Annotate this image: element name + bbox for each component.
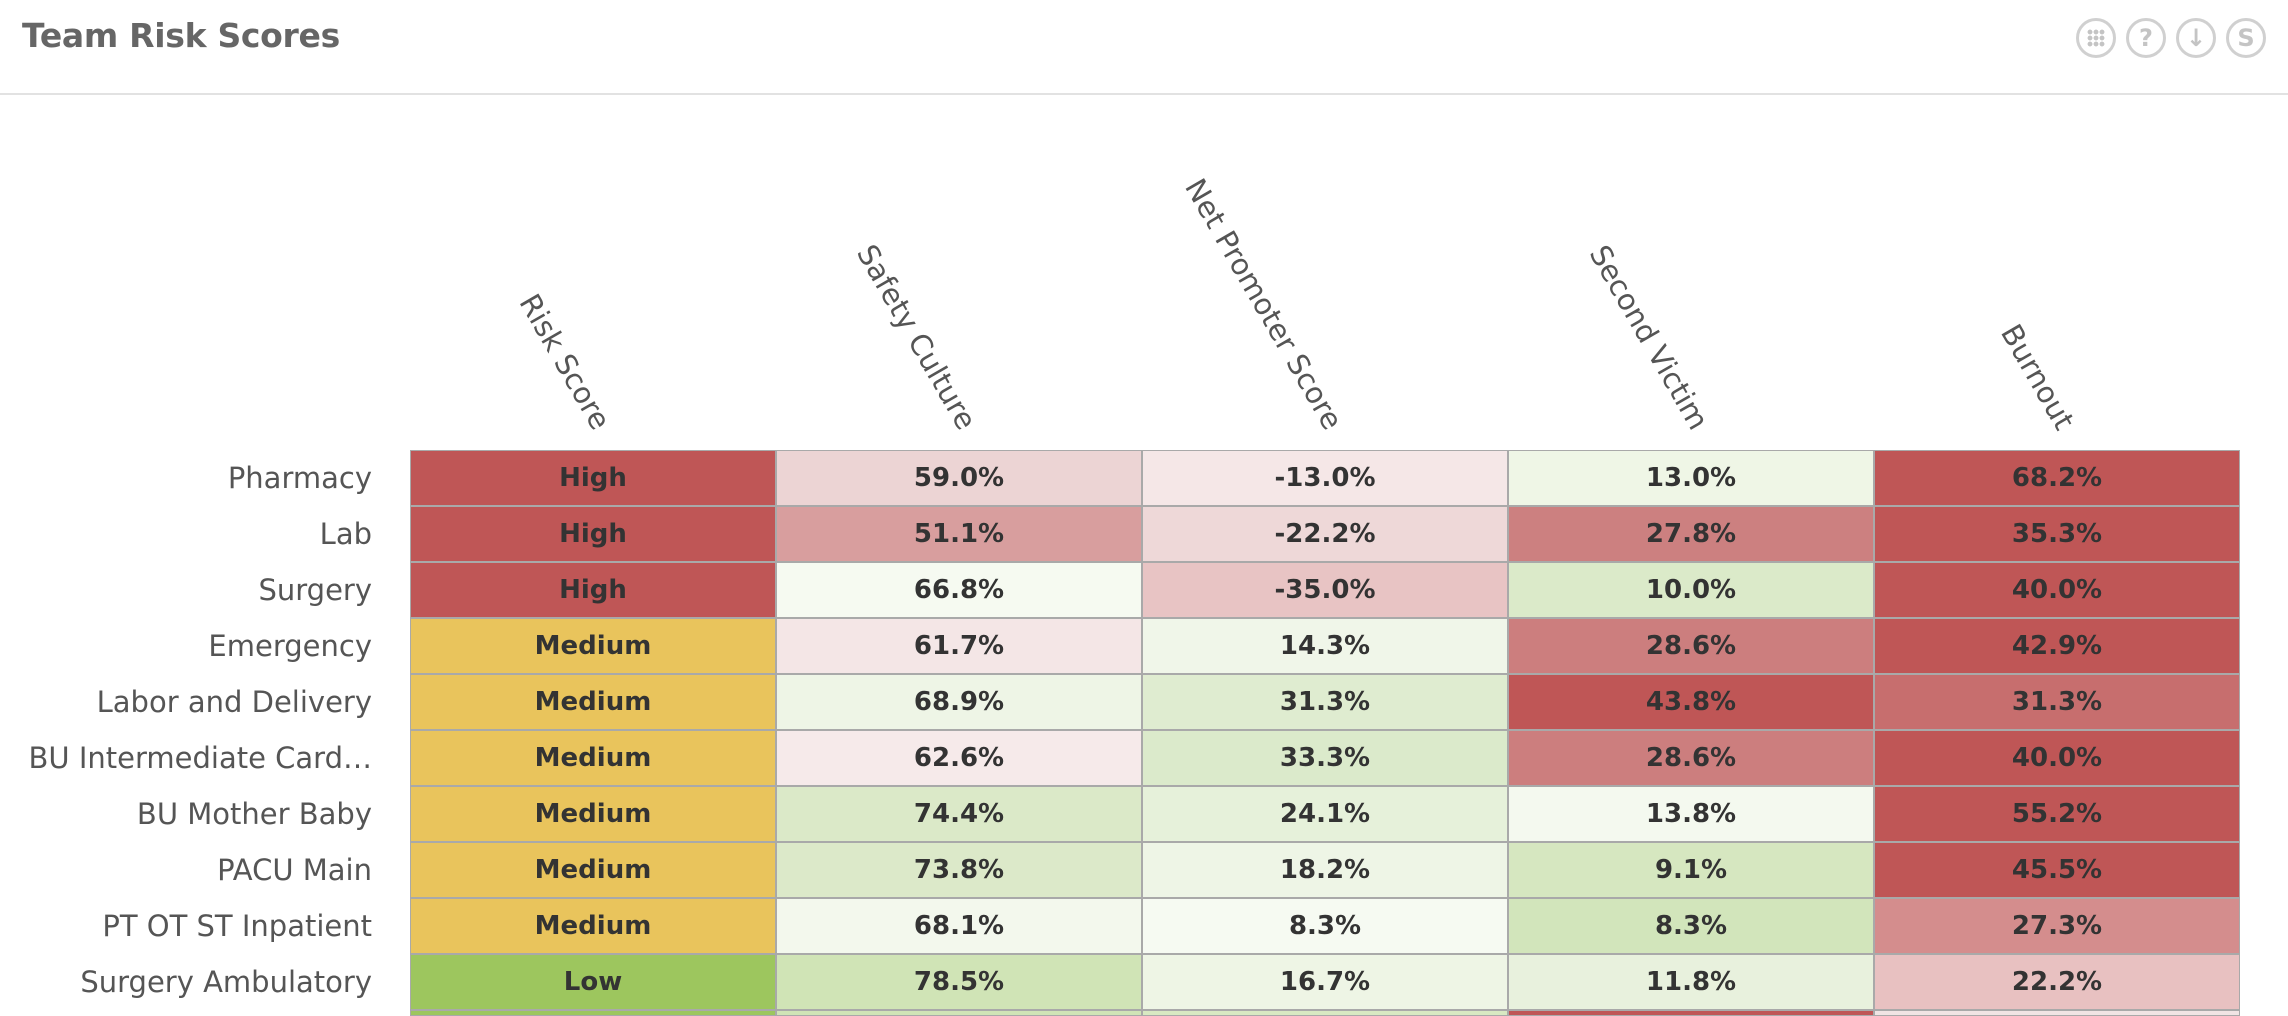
heatmap-cell[interactable]: 62.6%	[776, 730, 1142, 786]
heatmap-cell[interactable]: -22.2%	[1142, 506, 1508, 562]
row-label: PT OT ST Inpatient	[102, 909, 372, 943]
heatmap-cell[interactable]: 31.3%	[1874, 674, 2240, 730]
heatmap-cell[interactable]: 27.3%	[1874, 898, 2240, 954]
s-icon[interactable]: S	[2226, 18, 2266, 58]
heatmap-cell[interactable]: 13.8%	[1508, 786, 1874, 842]
heatmap-cell[interactable]: 8.3%	[1508, 898, 1874, 954]
heatmap-cell[interactable]: 13.0%	[1508, 450, 1874, 506]
heatmap-cell[interactable]: 40.0%	[1874, 730, 2240, 786]
heatmap-cell[interactable]: 45.5%	[1874, 842, 2240, 898]
column-header: Safety Culture	[850, 238, 984, 436]
column-header: Net Promoter Score	[1178, 172, 1350, 436]
heatmap-cell[interactable]: High	[410, 506, 776, 562]
heatmap-cell[interactable]: 66.8%	[776, 562, 1142, 618]
heatmap-cell[interactable]: Medium	[410, 730, 776, 786]
heatmap-cell[interactable]: 28.6%	[1508, 618, 1874, 674]
heatmap-cell[interactable]: Medium	[410, 786, 776, 842]
heatmap-cell[interactable]: 11.8%	[1508, 954, 1874, 1010]
row-label: Emergency	[208, 629, 372, 663]
heatmap-cell[interactable]: High	[410, 562, 776, 618]
row-label: Labor and Delivery	[96, 685, 372, 719]
heatmap-cell[interactable]: 43.8%	[1508, 674, 1874, 730]
column-header: Burnout	[1994, 318, 2082, 436]
heatmap-cell-partial[interactable]	[1142, 1010, 1508, 1016]
heatmap-cell[interactable]: 33.3%	[1142, 730, 1508, 786]
heatmap-cell-partial[interactable]	[1508, 1010, 1874, 1016]
heatmap-cell[interactable]: Medium	[410, 898, 776, 954]
heatmap-cell[interactable]: 28.6%	[1508, 730, 1874, 786]
row-label: BU Intermediate Card…	[28, 741, 373, 775]
heatmap-cell[interactable]: 42.9%	[1874, 618, 2240, 674]
column-header: Risk Score	[512, 288, 618, 436]
heatmap-cell[interactable]: 9.1%	[1508, 842, 1874, 898]
heatmap-cell[interactable]: Medium	[410, 674, 776, 730]
heatmap-cell[interactable]: 40.0%	[1874, 562, 2240, 618]
row-label: Surgery Ambulatory	[80, 965, 372, 999]
row-label: Pharmacy	[227, 461, 372, 495]
heatmap-cell[interactable]: 68.9%	[776, 674, 1142, 730]
heatmap-cell-partial[interactable]	[776, 1010, 1142, 1016]
heatmap-cell[interactable]: 14.3%	[1142, 618, 1508, 674]
row-label: Lab	[319, 517, 372, 551]
heatmap-cell[interactable]: -13.0%	[1142, 450, 1508, 506]
row-label: BU Mother Baby	[136, 797, 372, 831]
grid-icon[interactable]	[2076, 18, 2116, 58]
grid-dots	[2087, 29, 2105, 47]
heatmap-cell-partial[interactable]	[1874, 1010, 2240, 1016]
heatmap-cell[interactable]: 51.1%	[776, 506, 1142, 562]
column-header: Second Victim	[1582, 239, 1716, 436]
heatmap-cell[interactable]: 24.1%	[1142, 786, 1508, 842]
row-label: PACU Main	[217, 853, 372, 887]
heatmap-cell[interactable]: 8.3%	[1142, 898, 1508, 954]
heatmap-cell[interactable]: 68.2%	[1874, 450, 2240, 506]
help-icon[interactable]: ?	[2126, 18, 2166, 58]
heatmap-cell[interactable]: 16.7%	[1142, 954, 1508, 1010]
heatmap-cell[interactable]: 68.1%	[776, 898, 1142, 954]
heatmap-cell[interactable]: Medium	[410, 842, 776, 898]
page-title: Team Risk Scores	[22, 16, 340, 55]
heatmap-cell[interactable]: High	[410, 450, 776, 506]
heatmap-cell[interactable]: Low	[410, 954, 776, 1010]
heatmap-cell[interactable]: 18.2%	[1142, 842, 1508, 898]
widget-toolbar: ? ↓ S	[2076, 18, 2266, 58]
heatmap-cell[interactable]: Medium	[410, 618, 776, 674]
heatmap-cell[interactable]: 59.0%	[776, 450, 1142, 506]
heatmap-cell[interactable]: 55.2%	[1874, 786, 2240, 842]
heatmap-cell[interactable]: 74.4%	[776, 786, 1142, 842]
heatmap-cell[interactable]: 78.5%	[776, 954, 1142, 1010]
heatmap-cell[interactable]: 35.3%	[1874, 506, 2240, 562]
widget-header: Team Risk Scores ? ↓ S	[0, 0, 2288, 95]
heatmap-cell[interactable]: 73.8%	[776, 842, 1142, 898]
heatmap-cell[interactable]: 31.3%	[1142, 674, 1508, 730]
heatmap-cell[interactable]: 27.8%	[1508, 506, 1874, 562]
heatmap-cell[interactable]: 61.7%	[776, 618, 1142, 674]
download-icon[interactable]: ↓	[2176, 18, 2216, 58]
heatmap-cell[interactable]: 10.0%	[1508, 562, 1874, 618]
heatmap-cell[interactable]: -35.0%	[1142, 562, 1508, 618]
heatmap-cell-partial[interactable]	[410, 1010, 776, 1016]
row-label: Surgery	[258, 573, 372, 607]
heatmap-cell[interactable]: 22.2%	[1874, 954, 2240, 1010]
